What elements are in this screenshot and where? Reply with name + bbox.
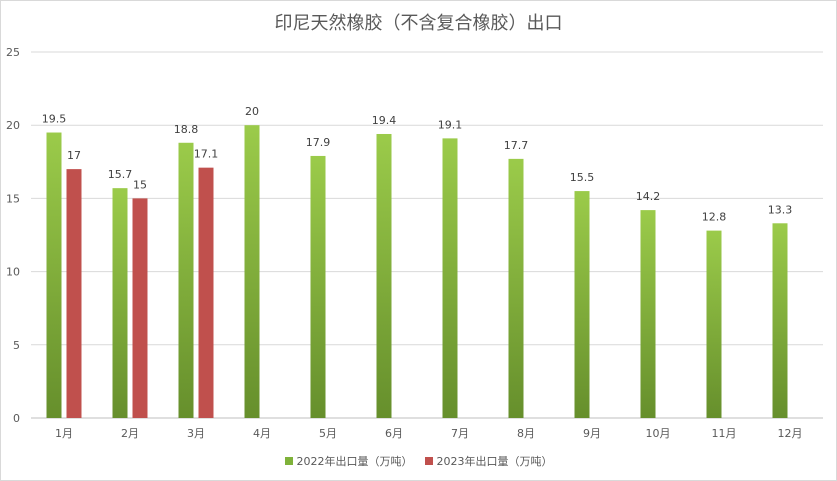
- bar-2022-12: [772, 223, 788, 418]
- y-tick-label: 15: [6, 192, 20, 205]
- data-label: 17.7: [504, 139, 529, 152]
- bar-2022-7: [442, 138, 458, 418]
- data-label: 12.8: [702, 211, 727, 224]
- legend-label: 2023年出口量（万吨）: [436, 455, 553, 468]
- data-label: 19.5: [42, 113, 67, 126]
- x-tick-label: 4月: [253, 427, 271, 440]
- data-label: 15: [133, 178, 147, 191]
- legend-swatch: [424, 457, 433, 465]
- bar-2022-8: [508, 158, 524, 418]
- x-tick-label: 10月: [646, 427, 671, 440]
- x-tick-label: 2月: [121, 427, 139, 440]
- bar-2022-11: [706, 230, 722, 418]
- x-tick-label: 1月: [55, 427, 73, 440]
- data-label: 17.1: [194, 148, 219, 161]
- legend-item-2022: 2022年出口量（万吨）: [284, 453, 413, 469]
- legend-swatch: [284, 457, 293, 465]
- legend: 2022年出口量（万吨） 2023年出口量（万吨）: [0, 453, 837, 469]
- bar-2023-3: [198, 167, 214, 418]
- y-tick-label: 25: [6, 46, 20, 59]
- bar-2022-9: [574, 191, 590, 418]
- x-tick-label: 7月: [451, 427, 469, 440]
- bar-2022-1: [46, 132, 62, 418]
- bar-2022-2: [112, 188, 128, 418]
- bar-2023-2: [132, 198, 148, 418]
- data-label: 15.5: [570, 171, 595, 184]
- data-label: 17.9: [306, 136, 331, 149]
- x-tick-label: 3月: [187, 427, 205, 440]
- x-tick-label: 8月: [517, 427, 535, 440]
- data-label: 15.7: [108, 168, 133, 181]
- y-tick-label: 20: [6, 119, 20, 132]
- bar-2023-1: [66, 169, 82, 418]
- bar-2022-5: [310, 155, 326, 418]
- bar-2022-3: [178, 142, 194, 418]
- y-tick-label: 10: [6, 266, 20, 279]
- data-label: 19.1: [438, 118, 463, 131]
- x-tick-label: 11月: [712, 427, 737, 440]
- x-tick-label: 9月: [583, 427, 601, 440]
- y-tick-label: 0: [13, 412, 20, 425]
- x-tick-label: 6月: [385, 427, 403, 440]
- data-label: 14.2: [636, 190, 661, 203]
- x-tick-label: 12月: [778, 427, 803, 440]
- data-label: 19.4: [372, 114, 397, 127]
- bar-2022-4: [244, 125, 260, 418]
- y-tick-label: 5: [13, 339, 20, 352]
- data-label: 18.8: [174, 123, 199, 136]
- legend-label: 2022年出口量（万吨）: [296, 455, 413, 468]
- chart-title: 印尼天然橡胶（不含复合橡胶）出口: [274, 13, 563, 34]
- x-tick-label: 5月: [319, 427, 337, 440]
- data-label: 13.3: [768, 203, 793, 216]
- bar-2022-6: [376, 133, 392, 418]
- bar-2022-10: [640, 210, 656, 418]
- data-label: 17: [67, 149, 81, 162]
- data-label: 20: [245, 105, 259, 118]
- legend-item-2023: 2023年出口量（万吨）: [424, 453, 553, 469]
